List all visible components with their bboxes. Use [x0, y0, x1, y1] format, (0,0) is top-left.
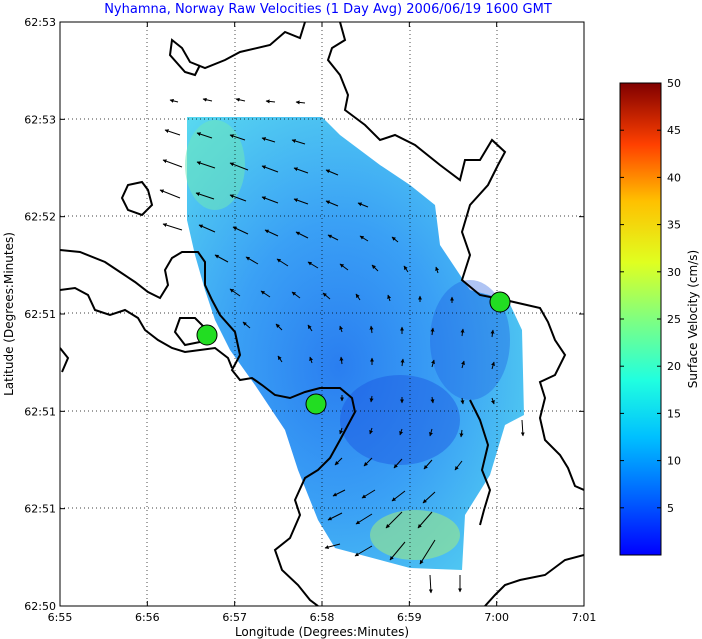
x-tick-label: 7:01	[572, 611, 597, 624]
y-tick-label: 62:51	[24, 503, 56, 516]
x-tick-label: 6:59	[397, 611, 422, 624]
velocity-arrows	[159, 97, 525, 594]
y-axis-label: Latitude (Degrees:Minutes)	[2, 232, 16, 396]
field-patch-lower	[370, 510, 460, 560]
y-tick-label: 62:51	[24, 405, 56, 418]
colorbar-tick-label: 45	[667, 124, 681, 137]
x-tick-label: 6:58	[310, 611, 335, 624]
colorbar-tick-label: 20	[667, 360, 681, 373]
station-marker-east	[489, 291, 511, 313]
station-marker-west	[196, 324, 218, 346]
x-axis-label: Longitude (Degrees:Minutes)	[235, 625, 409, 639]
colorbar-tick-label: 5	[667, 502, 674, 515]
y-tick-label: 62:53	[24, 113, 56, 126]
x-tick-label: 7:00	[484, 611, 509, 624]
y-tick-label: 62:50	[24, 600, 56, 613]
y-tick-label: 62:51	[24, 308, 56, 321]
station-marker-center	[305, 393, 327, 415]
velocity-field	[187, 117, 524, 570]
colorbar-label: Surface Velocity (cm/s)	[686, 250, 700, 388]
field-patch-upper	[185, 120, 245, 210]
chart-title: Nyhamna, Norway Raw Velocities (1 Day Av…	[104, 2, 552, 17]
colorbar-tick-label: 40	[667, 171, 681, 184]
colorbar-tick-label: 10	[667, 455, 681, 468]
field-patch-east	[430, 280, 510, 400]
y-tick-label: 62:53	[24, 16, 56, 29]
colorbar-tick-label: 50	[667, 77, 681, 90]
y-axis-ticks: 62:53 62:53 62:52 62:51 62:51 62:51 62:50	[24, 16, 584, 613]
grid	[60, 22, 584, 606]
x-tick-label: 6:56	[135, 611, 160, 624]
coastline	[60, 22, 584, 606]
x-tick-label: 6:55	[48, 611, 73, 624]
x-tick-label: 6:57	[222, 611, 247, 624]
colorbar	[619, 82, 662, 556]
colorbar-tick-label: 35	[667, 219, 681, 232]
colorbar-ticks: 5 10 15 20 25 30 35 40 45 50	[620, 77, 681, 515]
y-tick-label: 62:52	[24, 211, 56, 224]
colorbar-tick-label: 30	[667, 266, 681, 279]
x-axis-ticks: 6:55 6:56 6:57 6:58 6:59 7:00 7:01	[48, 22, 597, 624]
colorbar-tick-label: 15	[667, 407, 681, 420]
colorbar-tick-label: 25	[667, 313, 681, 326]
field-patch-core	[340, 375, 460, 465]
